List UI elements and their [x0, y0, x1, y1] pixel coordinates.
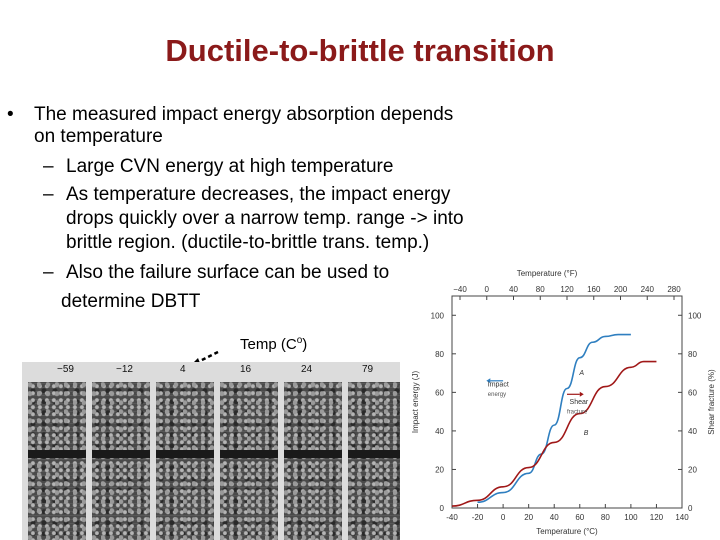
top-tick-label: 0	[485, 285, 490, 294]
chart-background	[400, 268, 720, 540]
shear-legend-label: Shear	[570, 399, 589, 406]
sub-bullet-text: As temperature decreases, the impact ene…	[66, 184, 451, 205]
y2-tick-label: 0	[688, 504, 693, 513]
top-tick-label: 240	[641, 285, 655, 294]
y2-tick-label: 80	[688, 350, 697, 359]
top-tick-label: 80	[536, 285, 545, 294]
x-tick-label: 60	[575, 513, 584, 522]
y-tick-label: 0	[440, 504, 445, 513]
top-tick-label: 160	[587, 285, 601, 294]
top-tick-label: 120	[560, 285, 574, 294]
shear-fracture-line	[451, 360, 657, 507]
shear-legend-sublabel: fracture	[567, 410, 588, 416]
y2-tick-label: 40	[688, 427, 697, 436]
sub-bullet-text: brittle region. (ductile-to-brittle tran…	[66, 232, 430, 253]
temp-label: Temp (Co)	[240, 335, 308, 353]
dbtt-chart: -40 -20 0 20 40 60 80 100 120 140 Temperature (°C)…	[400, 268, 720, 540]
slide-title: Ductile-to-brittle transition	[165, 33, 555, 68]
x-tick-label: 20	[524, 513, 533, 522]
y2-axis-label: Shear fracture (%)	[707, 369, 716, 435]
y2-tick-label: 60	[688, 388, 697, 397]
x-tick-label: -20	[472, 513, 484, 522]
sub-bullet-text: Large CVN energy at high temperature	[66, 156, 394, 177]
x-tick-label: 100	[624, 513, 638, 522]
specimen	[28, 382, 86, 540]
bullet-text: on temperature	[34, 126, 163, 147]
shear-legend-arrowhead	[579, 391, 584, 397]
specimen-temp: −59	[57, 364, 74, 375]
top-tick-label: 280	[667, 285, 681, 294]
impact-legend-label: Impact	[488, 382, 509, 389]
x-tick-label: 0	[501, 513, 506, 522]
top-tick-label: 40	[509, 285, 518, 294]
sub-bullet-text: Also the failure surface can be used to	[66, 262, 390, 283]
sub-bullet-marker: –	[43, 184, 54, 205]
y-tick-label: 80	[435, 350, 444, 359]
x-axis-label: Temperature (°C)	[536, 527, 598, 536]
impact-energy-line	[477, 333, 631, 504]
specimen	[92, 382, 150, 540]
top-axis-label: Temperature (°F)	[517, 269, 578, 278]
specimen	[284, 382, 342, 540]
y-tick-label: 40	[435, 427, 444, 436]
curve-label-a: A	[578, 370, 584, 377]
bullet-marker: •	[7, 104, 14, 125]
specimen-temp: 24	[301, 364, 313, 375]
specimen	[156, 382, 214, 540]
curve-label-b: B	[584, 430, 589, 437]
impact-legend-arrowhead	[486, 378, 491, 384]
sub-bullet-text: determine DBTT	[61, 291, 201, 312]
specimen-temp: 16	[240, 364, 252, 375]
fracture-specimens-photo: −59 −12 4 16 24 79	[22, 362, 414, 540]
y2-tick-label: 100	[688, 311, 702, 320]
sub-bullet-marker: –	[43, 156, 54, 177]
specimen	[348, 382, 406, 540]
specimen	[220, 382, 278, 540]
impact-legend-sublabel: energy	[488, 392, 506, 398]
top-tick-label: −40	[453, 285, 467, 294]
sub-bullet-marker: –	[43, 262, 54, 283]
specimen-temp: −12	[116, 364, 133, 375]
x-tick-label: 140	[675, 513, 689, 522]
y-tick-label: 100	[431, 311, 445, 320]
sub-bullet-text: drops quickly over a narrow temp. range …	[66, 208, 464, 229]
top-tick-label: 200	[614, 285, 628, 294]
specimen-temp: 79	[362, 364, 374, 375]
bullet-text: The measured impact energy absorption de…	[34, 104, 454, 125]
y-axis-label: Impact energy (J)	[411, 371, 420, 434]
x-tick-label: -40	[446, 513, 458, 522]
y-tick-label: 60	[435, 388, 444, 397]
y2-tick-label: 20	[688, 465, 697, 474]
x-tick-label: 80	[601, 513, 610, 522]
specimen-temperature-labels: −59 −12 4 16 24 79	[22, 364, 414, 382]
x-tick-label: 40	[550, 513, 559, 522]
x-tick-label: 120	[650, 513, 664, 522]
specimen-temp: 4	[180, 364, 186, 375]
y-tick-label: 20	[435, 465, 444, 474]
